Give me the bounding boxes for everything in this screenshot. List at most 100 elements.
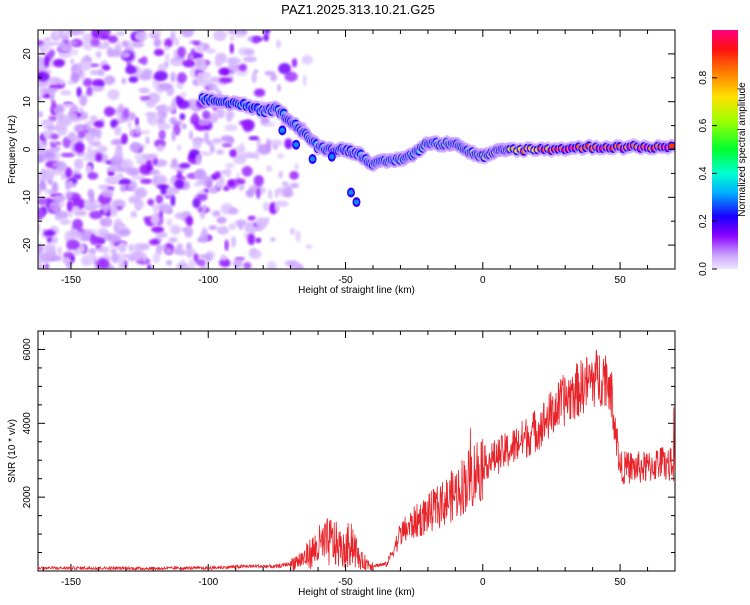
page-title: PAZ1.2025.313.10.21.G25: [281, 2, 435, 17]
noise-blob: [61, 120, 73, 125]
noise-blob: [117, 241, 127, 253]
snr-plot: [38, 349, 675, 571]
noise-blob: [130, 128, 135, 137]
noise-blob: [87, 172, 99, 180]
noise-blob: [49, 235, 59, 244]
noise-blob: [274, 201, 280, 212]
spec-xtick-label: -50: [338, 275, 353, 286]
noise-blob: [192, 139, 202, 150]
noise-blob: [153, 70, 168, 82]
noise-blob: [229, 149, 237, 157]
noise-blob: [66, 111, 78, 121]
noise-blob: [116, 41, 121, 52]
spec-ytick-label: 10: [22, 96, 33, 108]
noise-blob: [48, 189, 54, 194]
noise-blob: [44, 188, 49, 195]
noise-blob: [192, 197, 201, 209]
noise-blob: [170, 30, 176, 40]
noise-blob: [254, 149, 260, 161]
noise-blob: [117, 178, 131, 186]
noise-blob: [129, 142, 142, 152]
noise-blob: [145, 111, 157, 118]
snr-ytick-label: 4000: [22, 412, 33, 435]
noise-blob: [254, 88, 266, 97]
noise-blob: [80, 61, 92, 71]
noise-blob: [214, 171, 222, 179]
noise-blob: [153, 48, 165, 57]
noise-blob: [110, 248, 117, 254]
noise-blob: [73, 124, 87, 134]
noise-blob: [230, 236, 237, 248]
noise-blob: [62, 257, 70, 263]
spec-xtick-label: -100: [198, 275, 218, 286]
noise-blob: [281, 181, 289, 187]
noise-blob: [75, 30, 86, 35]
noise-blob: [170, 194, 176, 207]
noise-blob: [51, 181, 59, 194]
noise-blob: [46, 125, 57, 131]
noise-blob: [114, 147, 123, 160]
noise-blob: [103, 40, 110, 48]
noise-blob: [270, 237, 276, 242]
noise-blob: [74, 142, 85, 153]
noise-blob: [266, 165, 272, 173]
noise-blob: [166, 218, 173, 227]
noise-blob: [107, 233, 122, 243]
noise-blob: [274, 189, 280, 198]
noise-blob: [266, 138, 271, 151]
noise-blob: [150, 213, 160, 225]
noise-blob: [59, 30, 64, 39]
noise-blob: [110, 138, 125, 146]
colorbar-label: Normalized spectral amplitude: [737, 82, 748, 217]
noise-blob: [130, 210, 138, 218]
noise-blob: [145, 100, 156, 108]
noise-blob: [209, 143, 215, 154]
snr-ytick-label: 2000: [22, 486, 33, 509]
noise-blob: [79, 94, 88, 107]
noise-blob: [199, 44, 204, 54]
noise-blob: [71, 104, 76, 111]
noise-blob: [147, 198, 155, 206]
noise-blob: [160, 103, 166, 111]
noise-blob: [41, 88, 55, 94]
spec-ytick-label: -20: [22, 237, 33, 252]
noise-blob: [107, 35, 119, 44]
noise-blob: [224, 239, 229, 251]
noise-blob: [44, 56, 50, 68]
noise-blob: [177, 99, 190, 110]
noise-blob: [227, 137, 235, 144]
noise-blob: [46, 246, 56, 259]
noise-blob: [175, 249, 187, 256]
noise-blob: [74, 158, 84, 170]
noise-blob: [133, 243, 144, 254]
noise-blob: [60, 90, 72, 96]
noise-blob: [58, 79, 66, 86]
noise-blob: [65, 191, 73, 199]
noise-blob: [241, 166, 253, 177]
noise-blob: [225, 167, 232, 178]
noise-blob: [202, 175, 213, 188]
noise-blob: [235, 219, 247, 227]
noise-blob: [97, 30, 111, 37]
snr-frame: [37, 330, 676, 572]
noise-blob: [239, 142, 245, 152]
noise-blob: [215, 107, 226, 119]
noise-blob: [66, 40, 79, 46]
ridge-branch-core: [354, 199, 359, 205]
noise-blob: [166, 207, 173, 215]
noise-blob: [141, 68, 153, 76]
noise-blob: [157, 245, 168, 250]
noise-blob: [40, 179, 45, 190]
noise-blob: [131, 41, 144, 48]
noise-blob: [185, 216, 194, 227]
noise-blob: [216, 216, 227, 224]
noise-blob: [278, 63, 291, 75]
noise-blob: [70, 58, 75, 64]
noise-blob: [120, 158, 134, 171]
noise-blob: [48, 77, 62, 85]
ridge-core: [668, 143, 675, 149]
noise-blob: [204, 131, 209, 144]
noise-blob: [54, 204, 60, 216]
snr-xlabel: Height of straight line (km): [298, 587, 415, 598]
noise-blob: [193, 41, 201, 46]
